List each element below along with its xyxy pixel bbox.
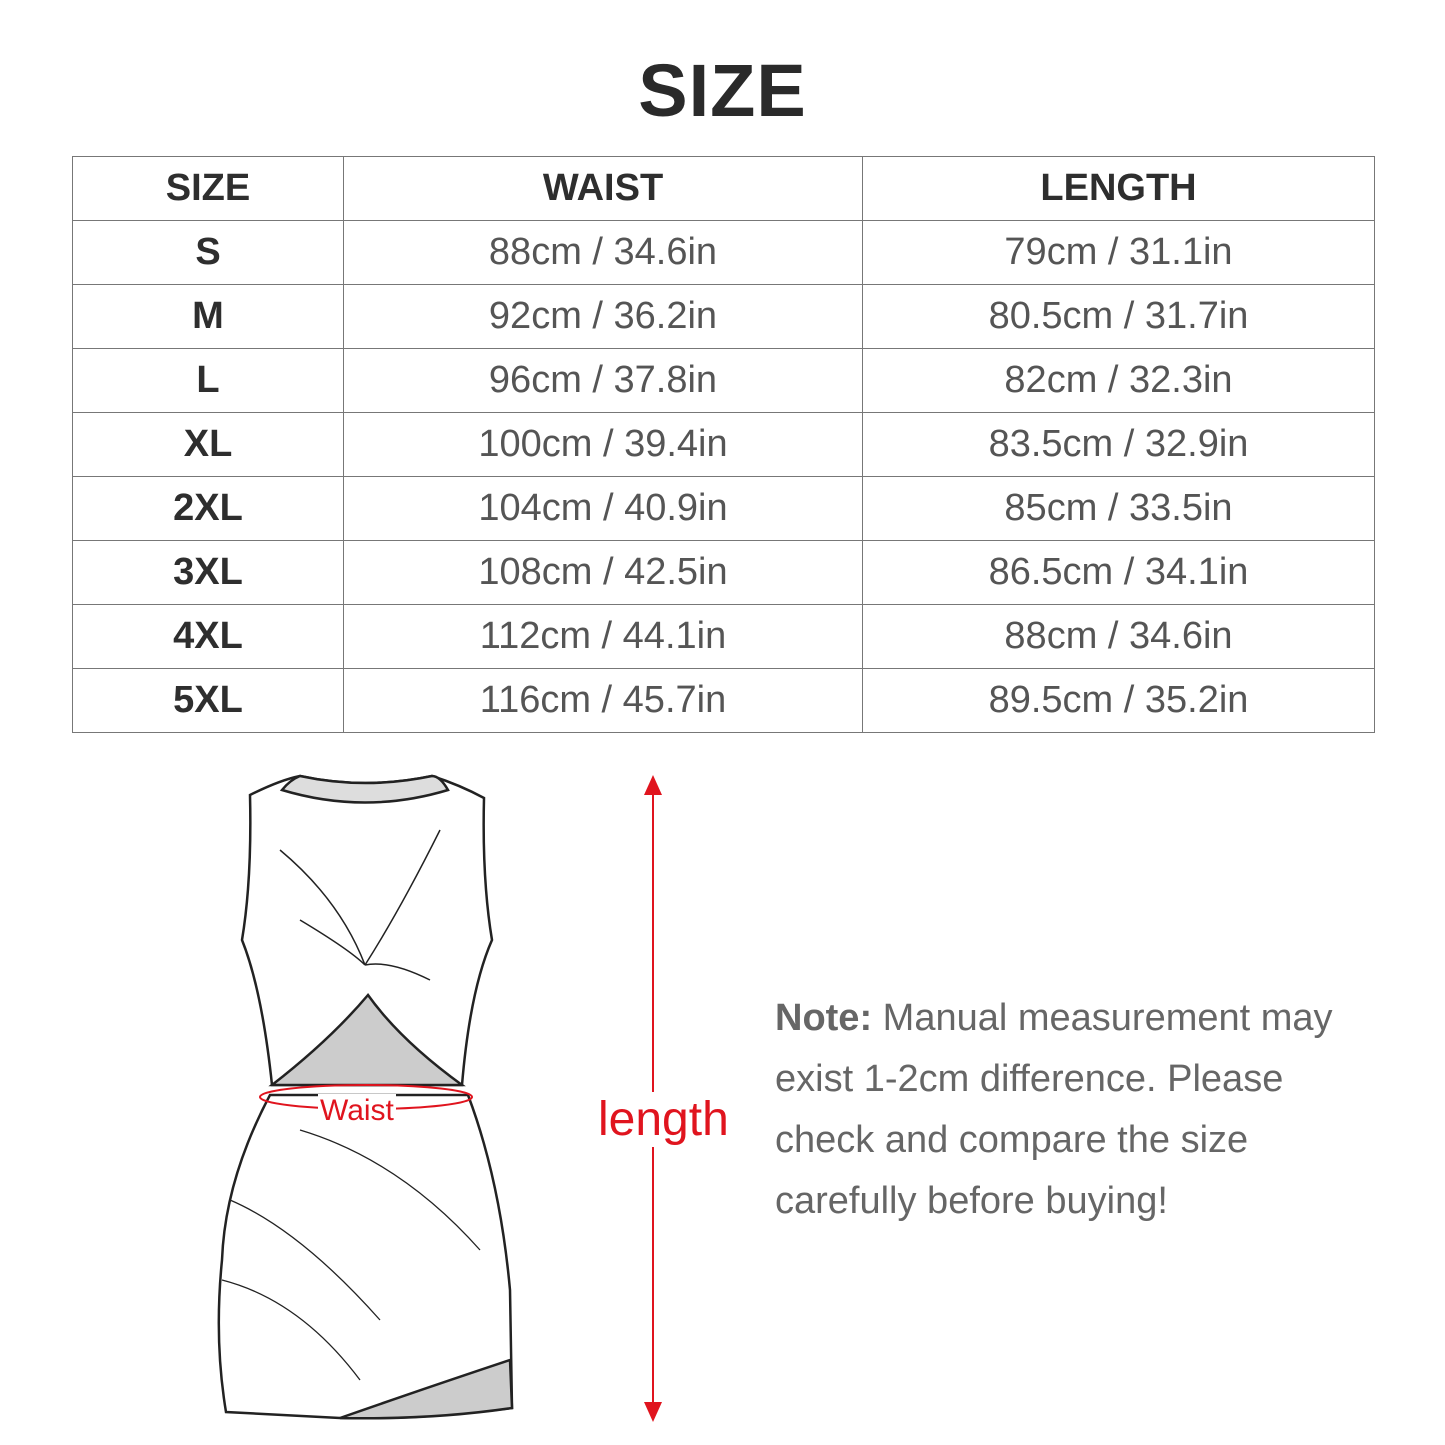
table-row: 2XL 104cm / 40.9in 85cm / 33.5in bbox=[72, 476, 1375, 541]
note-text: Manual measurement may exist 1-2cm diffe… bbox=[775, 997, 1333, 1222]
cell-waist: 92cm / 36.2in bbox=[343, 284, 863, 349]
cell-size: M bbox=[72, 284, 344, 349]
cell-waist: 108cm / 42.5in bbox=[343, 540, 863, 605]
cell-waist: 116cm / 45.7in bbox=[343, 668, 863, 733]
cell-length: 85cm / 33.5in bbox=[862, 476, 1375, 541]
page-title: SIZE bbox=[638, 49, 807, 132]
cell-length: 83.5cm / 32.9in bbox=[862, 412, 1375, 477]
cell-size: 5XL bbox=[72, 668, 344, 733]
cell-waist: 96cm / 37.8in bbox=[343, 348, 863, 413]
length-label: length bbox=[596, 1092, 731, 1147]
cell-size: L bbox=[72, 348, 344, 413]
header-length: LENGTH bbox=[862, 156, 1375, 221]
table-row: 3XL 108cm / 42.5in 86.5cm / 34.1in bbox=[72, 540, 1375, 605]
size-table: SIZE WAIST LENGTH S 88cm / 34.6in 79cm / 3… bbox=[72, 156, 1375, 733]
cell-length: 86.5cm / 34.1in bbox=[862, 540, 1375, 605]
cell-size: 4XL bbox=[72, 604, 344, 669]
cell-length: 88cm / 34.6in bbox=[862, 604, 1375, 669]
cell-size: 2XL bbox=[72, 476, 344, 541]
note-label: Note: bbox=[775, 997, 873, 1039]
cell-length: 80.5cm / 31.7in bbox=[862, 284, 1375, 349]
cell-length: 82cm / 32.3in bbox=[862, 348, 1375, 413]
cell-size: S bbox=[72, 220, 344, 285]
cell-size: XL bbox=[72, 412, 344, 477]
table-row: 4XL 112cm / 44.1in 88cm / 34.6in bbox=[72, 604, 1375, 669]
cell-length: 79cm / 31.1in bbox=[862, 220, 1375, 285]
dress-illustration bbox=[217, 774, 514, 1420]
cell-size: 3XL bbox=[72, 540, 344, 605]
table-row: M 92cm / 36.2in 80.5cm / 31.7in bbox=[72, 284, 1375, 349]
cell-waist: 88cm / 34.6in bbox=[343, 220, 863, 285]
arrow-up-icon bbox=[644, 775, 662, 795]
waist-label: Waist bbox=[318, 1094, 396, 1128]
table-row: S 88cm / 34.6in 79cm / 31.1in bbox=[72, 220, 1375, 285]
cell-waist: 100cm / 39.4in bbox=[343, 412, 863, 477]
arrow-down-icon bbox=[644, 1402, 662, 1422]
table-row: XL 100cm / 39.4in 83.5cm / 32.9in bbox=[72, 412, 1375, 477]
header-size: SIZE bbox=[72, 156, 344, 221]
note: Note: Manual measurement may exist 1-2cm… bbox=[775, 988, 1375, 1232]
table-row: L 96cm / 37.8in 82cm / 32.3in bbox=[72, 348, 1375, 413]
table-row: 5XL 116cm / 45.7in 89.5cm / 35.2in bbox=[72, 668, 1375, 733]
cell-length: 89.5cm / 35.2in bbox=[862, 668, 1375, 733]
cell-waist: 112cm / 44.1in bbox=[343, 604, 863, 669]
